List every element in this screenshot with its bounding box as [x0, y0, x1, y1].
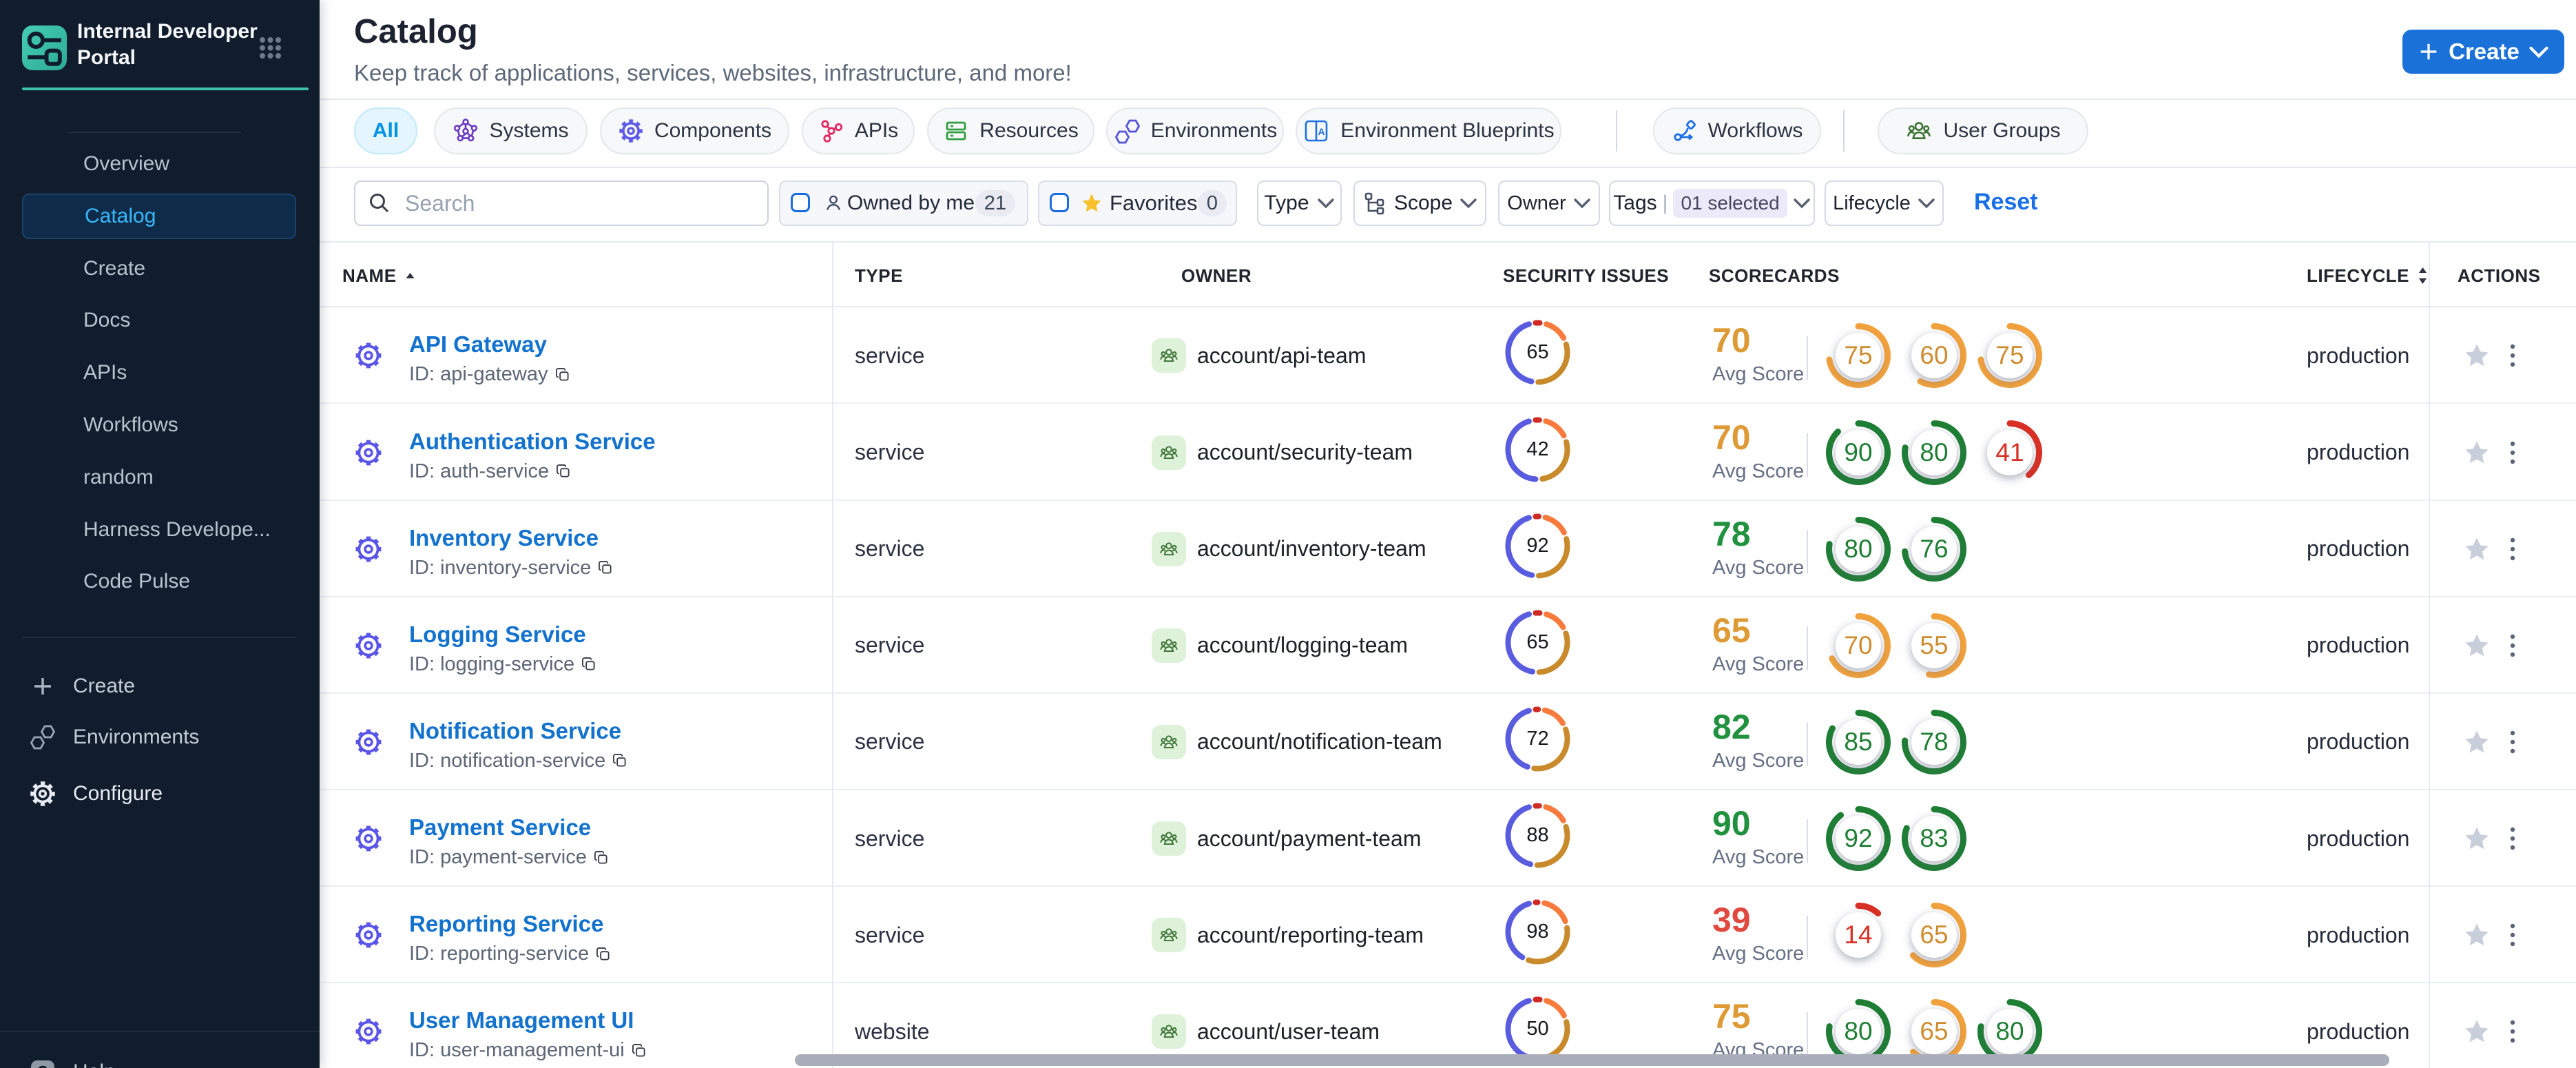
svg-text:?: ?	[37, 1062, 48, 1068]
svg-text:A: A	[1318, 126, 1325, 137]
